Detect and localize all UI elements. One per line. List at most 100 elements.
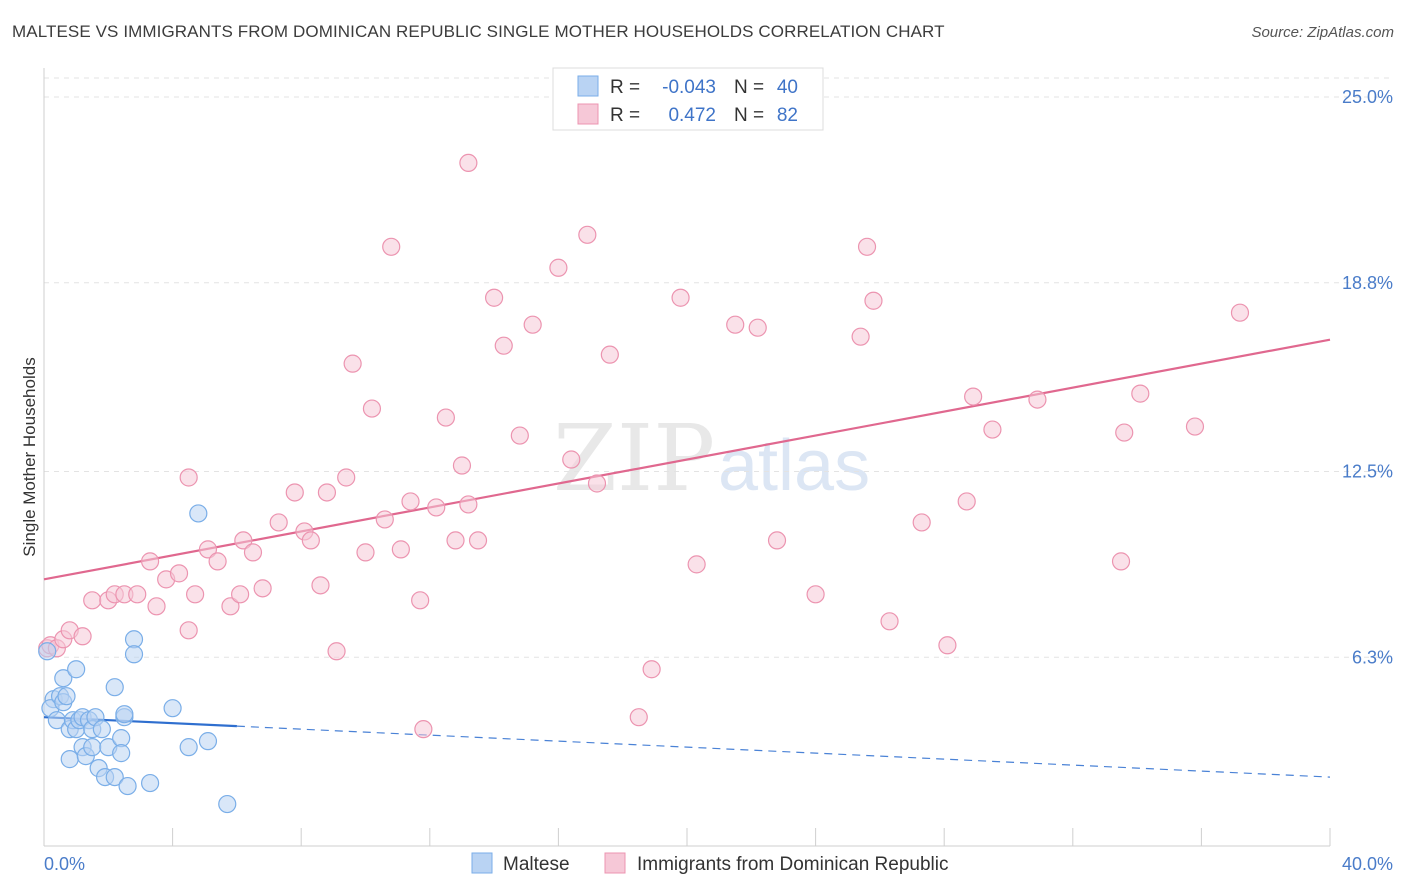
point-dominican [957,492,976,511]
point-dominican [234,531,253,550]
point-dominican [671,288,690,307]
point-dominican [391,540,410,559]
point-dominican [337,468,356,487]
point-dominican [1115,423,1134,442]
point-dominican [427,498,446,517]
point-dominican [83,591,102,610]
point-maltese [83,738,102,757]
point-dominican [485,288,504,307]
point-maltese [115,705,134,724]
bottom-legend-swatch-dominican [604,852,626,874]
point-dominican [806,585,825,604]
point-dominican [436,408,455,427]
y-tick-label: 18.8% [1342,273,1393,293]
point-maltese [105,678,124,697]
point-dominican [221,597,240,616]
point-dominican [186,585,205,604]
legend: R = -0.043 N = 40 R = 0.472 N = 82 [552,67,824,131]
point-dominican [1185,417,1205,436]
legend-n-label-dominican: N = [734,105,764,126]
bottom-legend-swatch-maltese [471,852,493,874]
point-dominican [629,708,648,727]
bottom-legend-label-maltese: Maltese [503,854,570,875]
point-dominican [343,354,362,373]
y-tick-label: 6.3% [1352,647,1393,667]
point-dominican [851,327,870,346]
point-dominican [983,420,1002,439]
point-dominican [243,543,263,562]
point-dominican [231,585,250,604]
point-dominican [912,513,931,532]
point-dominican [382,237,401,256]
point-dominican [375,510,394,529]
point-dominican [459,495,478,514]
point-maltese [38,642,57,661]
point-dominican [356,543,375,562]
point-maltese [105,767,124,787]
trend-line-dominican [43,338,1331,581]
legend-swatch-dominican [577,103,599,125]
point-maltese [112,744,131,763]
point-dominican [179,621,198,640]
point-dominican [523,315,542,334]
y-tick-label: 12.5% [1342,462,1393,482]
point-dominican [311,576,330,595]
legend-r-value-dominican: 0.472 [668,105,716,126]
point-dominican [73,627,92,646]
point-dominican [198,540,218,559]
point-dominican [446,531,465,550]
legend-swatch-maltese [577,75,599,97]
point-dominican [864,291,883,310]
legend-n-value-dominican: 82 [777,105,798,126]
point-maltese [189,504,208,523]
point-maltese [218,794,237,814]
y-axis-title: Single Mother Households [20,357,39,556]
point-maltese [140,773,160,793]
trend-line-maltese-extension [236,725,1331,778]
point-dominican [411,591,430,610]
point-maltese [92,720,111,739]
point-dominican [549,258,568,277]
point-dominican [494,336,513,355]
gridlines [44,77,1393,658]
point-maltese [67,660,86,679]
point-dominican [269,513,288,532]
point-dominican [587,474,607,493]
point-dominican [362,399,382,418]
point-dominican [726,315,745,334]
point-dominican [880,612,899,631]
point-dominican [452,456,472,475]
point-dominican [1230,303,1250,322]
point-dominican [578,225,597,244]
axes: 6.3% 12.5% 18.8% 25.0% [43,68,1393,847]
legend-r-label-maltese: R = [610,77,640,98]
point-dominican [1028,390,1047,409]
x-tick-label-min: 0.0% [44,854,85,874]
point-maltese [60,750,79,769]
point-dominican [857,237,877,256]
point-dominican [327,642,346,661]
point-maltese [54,669,73,688]
point-dominican [468,531,488,550]
point-dominican [964,387,983,406]
point-dominican [562,450,581,469]
point-dominican [642,660,661,679]
point-dominican [510,426,529,445]
point-maltese [57,687,76,706]
bottom-legend-label-dominican: Immigrants from Dominican Republic [637,854,949,875]
point-dominican [301,531,320,550]
point-dominican [1131,384,1150,403]
point-dominican [748,318,767,337]
point-dominican [401,492,420,511]
point-dominican [600,345,619,364]
point-dominican [285,483,304,502]
point-dominican [1111,552,1131,571]
point-dominican [253,579,272,598]
data-points [38,153,1250,814]
x-tick-label-max: 40.0% [1342,854,1393,874]
point-dominican [208,552,227,571]
chart-source: Source: ZipAtlas.com [1251,24,1394,41]
chart-title: MALTESE VS IMMIGRANTS FROM DOMINICAN REP… [12,22,945,41]
watermark-atlas: atlas [718,426,870,506]
point-dominican [179,468,198,487]
